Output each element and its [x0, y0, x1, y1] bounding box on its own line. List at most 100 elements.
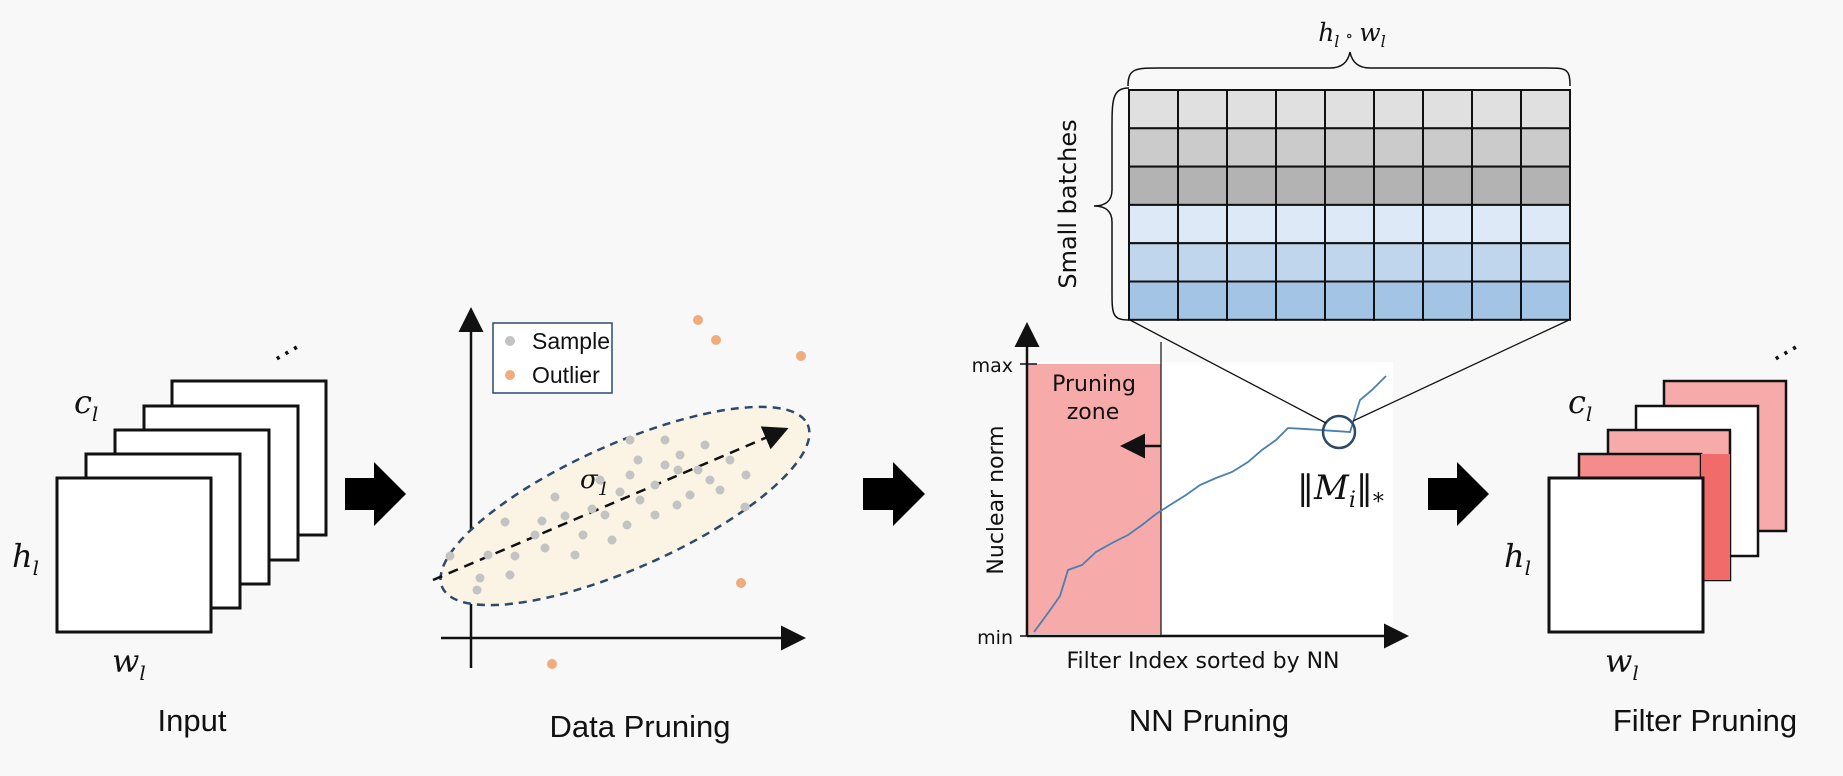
input-feature-map-front: [55, 476, 213, 634]
batch-cell: [1324, 165, 1375, 206]
principal-direction-arrow: [432, 426, 789, 582]
batch-cell: [1128, 165, 1179, 206]
input-stack: ⋯ cl hl wl Input: [12, 330, 328, 738]
outlier-point: [796, 351, 806, 361]
batch-cell: [1226, 203, 1277, 245]
outlier-point: [711, 335, 721, 345]
batch-cell: [1520, 89, 1571, 130]
data-pruning-panel: σ1 Sample Outlier Data Pruning: [432, 307, 811, 744]
legend-outlier-label: Outlier: [532, 362, 600, 388]
nuclear-norm-curve: [1033, 375, 1387, 633]
batch-cell: [1128, 89, 1179, 130]
batch-cell: [1177, 165, 1228, 206]
max-label: max: [972, 355, 1013, 377]
sample-point: [472, 585, 482, 595]
sample-point: [505, 570, 515, 580]
pruning-zone-label-1: Pruning: [1052, 372, 1136, 397]
batch-cell: [1226, 89, 1277, 130]
outlier-points: [547, 315, 806, 669]
batch-cell: [1275, 280, 1326, 321]
sample-point: [672, 500, 682, 510]
input-c-label: cl: [74, 383, 98, 426]
sample-point: [685, 490, 695, 500]
sample-point: [560, 511, 570, 521]
batch-cell: [1128, 127, 1179, 168]
nn-pruning-panel: Pruning zone max min Nuclear norm Filter…: [972, 18, 1571, 738]
batch-cell: [1520, 203, 1571, 245]
flow-arrow-2: [863, 462, 925, 526]
nn-y-axis-label: Nuclear norm: [984, 425, 1009, 574]
sample-point: [675, 450, 685, 460]
sample-point: [445, 551, 455, 561]
batch-cell: [1177, 89, 1228, 130]
batch-cell: [1226, 127, 1277, 168]
input-w-label: wl: [112, 642, 146, 685]
batch-cell: [1520, 280, 1571, 321]
sample-point: [725, 455, 735, 465]
flow-arrow-1: [345, 462, 406, 526]
sample-point: [700, 440, 710, 450]
batch-cell: [1373, 242, 1424, 283]
batch-cell: [1324, 242, 1375, 283]
sample-point: [650, 480, 660, 490]
sample-point: [660, 435, 670, 445]
sample-point: [600, 510, 610, 520]
sample-point: [693, 465, 703, 475]
sample-point: [537, 516, 547, 526]
batch-cell: [1422, 203, 1473, 245]
sample-point: [635, 495, 645, 505]
batch-cell: [1471, 165, 1522, 206]
sample-point: [622, 520, 632, 530]
pruning-zone-label-2: zone: [1067, 400, 1120, 425]
small-batches-grid: [1128, 89, 1571, 321]
batch-cell: [1226, 165, 1277, 206]
sigma-label: σ1: [580, 465, 609, 500]
sample-point: [625, 470, 635, 480]
zoom-connector-right: [1352, 319, 1570, 422]
batch-cell: [1324, 203, 1375, 245]
batch-brace: [1093, 87, 1130, 321]
filter-pruning-caption: Filter Pruning: [1613, 703, 1797, 738]
batch-cell: [1324, 280, 1375, 321]
sample-point: [740, 502, 750, 512]
sample-point: [705, 475, 715, 485]
sample-point: [570, 550, 580, 560]
hw-brace: [1127, 51, 1571, 87]
input-caption: Input: [158, 703, 227, 738]
sample-point: [483, 550, 493, 560]
outlier-point: [736, 578, 746, 588]
pruning-zone: [1027, 364, 1161, 634]
sample-point: [633, 455, 643, 465]
zoom-circle: [1321, 414, 1357, 450]
sample-point: [475, 573, 485, 583]
batch-cell: [1226, 280, 1277, 321]
data-legend: Sample Outlier: [492, 322, 613, 394]
batch-cell: [1373, 203, 1424, 245]
batch-cell: [1275, 242, 1326, 283]
batch-cell: [1373, 89, 1424, 130]
sample-point: [595, 475, 605, 485]
batch-cell: [1275, 203, 1326, 245]
batch-cell: [1422, 127, 1473, 168]
batch-cell: [1128, 203, 1179, 245]
legend-sample-label: Sample: [532, 328, 610, 354]
batch-cell: [1275, 127, 1326, 168]
batch-cell: [1373, 165, 1424, 206]
batch-cell: [1128, 280, 1179, 321]
batch-cell: [1471, 280, 1522, 321]
sample-point: [607, 535, 617, 545]
sample-point: [715, 485, 725, 495]
batch-cell: [1422, 242, 1473, 283]
filter-pruning-stack: ⋯ cl hl wl Filter Pruning: [1504, 330, 1807, 738]
batch-cell: [1471, 242, 1522, 283]
sample-point: [660, 460, 670, 470]
batch-cell: [1275, 89, 1326, 130]
legend-sample-marker: [505, 336, 515, 346]
legend-box: [492, 322, 613, 394]
batch-cell: [1520, 165, 1571, 206]
sample-point: [540, 543, 550, 553]
legend-outlier-marker: [505, 370, 515, 380]
batch-cell: [1520, 127, 1571, 168]
batch-cell: [1275, 165, 1326, 206]
batch-cell: [1373, 280, 1424, 321]
